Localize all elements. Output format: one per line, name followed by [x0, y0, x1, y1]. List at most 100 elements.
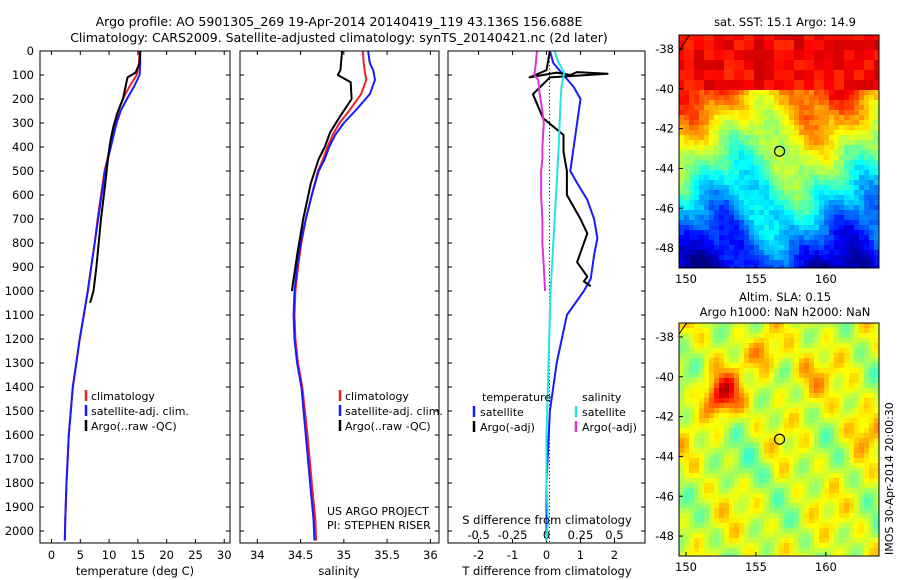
legend-group-title: salinity [582, 391, 622, 404]
map-cell [724, 230, 730, 236]
map-cell [829, 55, 835, 61]
map-cell [714, 338, 720, 344]
map-cell [819, 383, 825, 389]
map-cell [754, 125, 760, 131]
map-cell [709, 35, 715, 41]
map-cell [824, 353, 830, 359]
map-cell [864, 478, 870, 484]
map-cell [794, 368, 800, 374]
map-cell [744, 265, 750, 268]
map-cell [824, 260, 830, 266]
map-cell [874, 528, 879, 534]
map-cell [819, 553, 825, 556]
map-cell [754, 215, 760, 221]
map-cell [799, 388, 805, 394]
map-cell [764, 528, 770, 534]
map-cell [824, 195, 830, 201]
map-cell [784, 428, 790, 434]
map-cell [819, 135, 825, 141]
map-cell [844, 508, 850, 514]
map-cell [799, 75, 805, 81]
map-cell [769, 90, 775, 96]
legend-label: climatology [345, 390, 409, 403]
map-cell [724, 428, 730, 434]
map-cell [799, 105, 805, 111]
map-cell [789, 493, 795, 499]
map-cell [839, 518, 845, 524]
map-cell [694, 368, 700, 374]
map-cell [794, 145, 800, 151]
map-cell [724, 40, 730, 46]
map-cell [754, 448, 760, 454]
map-cell [779, 215, 785, 221]
map-cell [754, 443, 760, 449]
map-cell [769, 498, 775, 504]
map-cell [734, 378, 740, 384]
map-cell [699, 110, 705, 116]
map-cell [744, 35, 750, 41]
map-cell [769, 260, 775, 266]
map-cell [689, 498, 695, 504]
map-cell [729, 373, 735, 379]
map-cell [694, 358, 700, 364]
map-cell [789, 483, 795, 489]
map-cell [754, 110, 760, 116]
map-cell [784, 493, 790, 499]
map-cell [874, 165, 879, 171]
map-cell [774, 140, 780, 146]
map-cell [744, 260, 750, 266]
map-cell [744, 175, 750, 181]
map-cell [764, 35, 770, 41]
map-cell [779, 548, 785, 554]
map-cell [709, 115, 715, 121]
map-x-tick-label: 155 [745, 560, 767, 574]
map-cell [694, 503, 700, 509]
map-cell [824, 418, 830, 424]
map-cell [869, 328, 875, 334]
map-cell [769, 503, 775, 509]
map-cell [869, 80, 875, 86]
map-cell [749, 100, 755, 106]
map-cell [869, 478, 875, 484]
map-cell [709, 413, 715, 419]
map-cell [739, 130, 745, 136]
map-cell [839, 135, 845, 141]
map-cell [799, 343, 805, 349]
map-cell [839, 110, 845, 116]
map-cell [874, 145, 879, 151]
map-cell [824, 348, 830, 354]
map-cell [694, 140, 700, 146]
map-cell [824, 230, 830, 236]
map-cell [739, 483, 745, 489]
map-cell [774, 85, 780, 91]
map-cell [779, 35, 785, 41]
map-cell [679, 503, 685, 509]
map-cell [749, 185, 755, 191]
map-cell [759, 250, 765, 256]
map-cell [789, 533, 795, 539]
map-cell [744, 170, 750, 176]
map-cell [819, 160, 825, 166]
map-cell [744, 85, 750, 91]
map-cell [714, 125, 720, 131]
legend-label: Argo(-adj) [582, 421, 637, 434]
map-cell [819, 75, 825, 81]
map-cell [789, 408, 795, 414]
profile-line-temperature-argo-adj- [528, 51, 609, 288]
map-cell [684, 80, 690, 86]
map-cell [874, 443, 879, 449]
map-cell [784, 255, 790, 261]
map-cell [809, 528, 815, 534]
map-cell [739, 498, 745, 504]
map-cell [759, 170, 765, 176]
map-cell [774, 40, 780, 46]
map-cell [689, 418, 695, 424]
map-cell [829, 40, 835, 46]
map-cell [829, 245, 835, 251]
map-cell [824, 190, 830, 196]
map-cell [714, 190, 720, 196]
map-cell [799, 185, 805, 191]
map-cell [784, 120, 790, 126]
map-cell [724, 225, 730, 231]
map-cell [679, 378, 685, 384]
